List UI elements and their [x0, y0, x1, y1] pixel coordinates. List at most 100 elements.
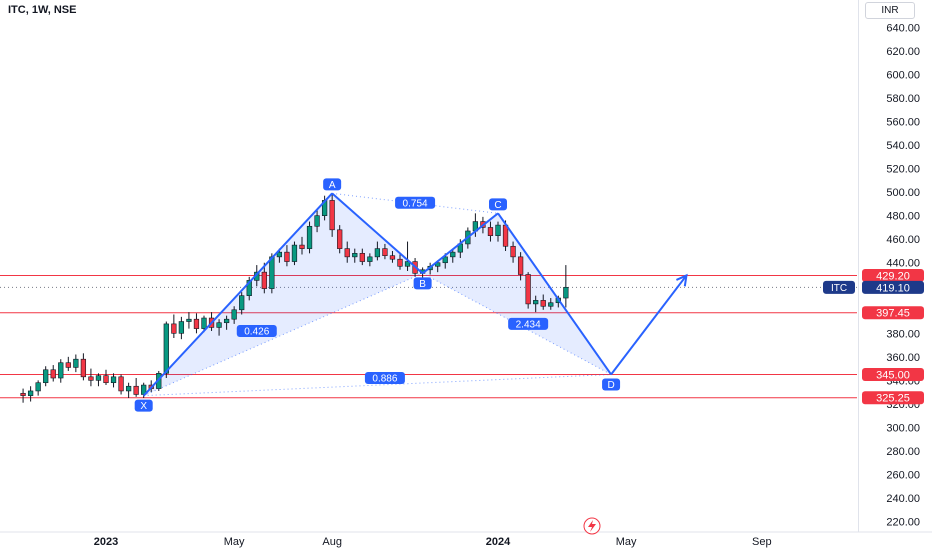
- candle-up: [223, 318, 230, 324]
- price-tick-label: 540.00: [886, 140, 920, 152]
- price-tick-label: 600.00: [886, 70, 920, 82]
- time-axis[interactable]: 2023 May Aug 2024 May Sep: [0, 531, 932, 548]
- candle: [239, 292, 245, 315]
- candle-down: [299, 244, 305, 249]
- candle-up: [533, 300, 539, 305]
- candle-up: [178, 321, 185, 334]
- candle-up: [27, 390, 34, 396]
- candle-up: [367, 256, 373, 262]
- pattern-leg-AB: [331, 192, 424, 275]
- candle-down: [193, 318, 200, 329]
- candle-down: [389, 255, 396, 260]
- candle: [178, 316, 185, 340]
- pattern-leg-CD: [497, 212, 612, 376]
- price-axis[interactable]: 220.00240.00260.00280.00300.00320.00340.…: [823, 0, 924, 532]
- pattern-point-A-text: A: [329, 180, 336, 191]
- candle-up: [442, 256, 448, 264]
- candle: [495, 221, 501, 242]
- candle-up: [495, 224, 501, 236]
- candle-down: [80, 358, 87, 378]
- price-tick-label: 620.00: [886, 46, 920, 58]
- candle: [171, 314, 177, 339]
- candle: [563, 265, 569, 308]
- candle-down: [510, 245, 516, 258]
- candle: [95, 373, 102, 387]
- price-tick-label: 260.00: [886, 469, 920, 481]
- price-tick-label: 360.00: [886, 352, 920, 364]
- hline-price-label: 397.45: [862, 306, 924, 320]
- pattern-point-D: D: [602, 378, 621, 391]
- candle: [20, 388, 26, 403]
- candle: [163, 321, 169, 379]
- harmonic-pattern[interactable]: X A B C D 0.754 0.426 2.434 0.886: [134, 178, 688, 412]
- series-name-label-bg: [823, 280, 855, 294]
- candle: [299, 236, 305, 255]
- candle: [510, 241, 516, 263]
- candle: [186, 312, 192, 329]
- candles: [20, 193, 569, 403]
- candle: [450, 248, 456, 263]
- series-name-label-text: ITC: [831, 283, 847, 294]
- pattern-point-C-text: C: [494, 200, 501, 211]
- candle: [404, 241, 411, 271]
- candle-up: [35, 382, 41, 392]
- lightning-icon-bolt: [588, 520, 596, 532]
- candle-down: [502, 224, 509, 247]
- candle-down: [284, 251, 290, 262]
- last-price-label-bg: [862, 280, 924, 294]
- candle: [35, 380, 41, 396]
- symbol-title: ITC, 1W, NSE: [8, 4, 77, 16]
- candle: [487, 221, 494, 242]
- ratio-label-text: 2.434: [516, 320, 541, 331]
- pattern-point-C: C: [489, 198, 507, 211]
- candle: [201, 315, 207, 333]
- hline-price-label: 345.00: [862, 367, 924, 381]
- candle-down: [118, 376, 124, 392]
- candle-down: [397, 258, 403, 267]
- candle: [58, 359, 64, 383]
- candle-up: [73, 358, 79, 368]
- price-tick-label: 440.00: [886, 258, 920, 270]
- pattern-point-B: B: [413, 277, 432, 290]
- ratio-label-text: 0.886: [372, 374, 397, 385]
- hline-price-label-text: 397.45: [876, 308, 910, 320]
- price-tick-label: 280.00: [886, 446, 920, 458]
- candle-up: [404, 261, 411, 267]
- candle: [291, 241, 298, 266]
- candle: [73, 354, 79, 373]
- candle-up: [352, 253, 358, 258]
- candle-up: [306, 225, 313, 249]
- candle: [352, 248, 358, 263]
- ratio-label-bg: [395, 196, 436, 209]
- candle: [133, 378, 139, 397]
- candle-up: [314, 215, 320, 227]
- time-tick-label: May: [224, 536, 245, 548]
- candle-down: [359, 253, 365, 262]
- time-tick-label: 2023: [94, 536, 118, 548]
- pattern-point-B-bg: [413, 277, 432, 290]
- currency-selector[interactable]: INR: [865, 2, 915, 19]
- bcd-triangle: [422, 213, 612, 375]
- candle-up: [163, 323, 169, 374]
- candle-up: [201, 317, 207, 329]
- candle-up: [374, 248, 381, 258]
- price-tick-label: 580.00: [886, 93, 920, 105]
- candle-up: [269, 256, 275, 289]
- candle-down: [337, 229, 343, 249]
- hline-price-label-bg: [862, 268, 924, 282]
- candle: [141, 382, 147, 398]
- time-tick-label: Aug: [322, 536, 342, 548]
- price-tick-label: 480.00: [886, 211, 920, 223]
- pattern-point-C-bg: [489, 198, 507, 211]
- candle: [103, 369, 109, 386]
- candle-down: [382, 248, 388, 256]
- candle: [533, 295, 539, 313]
- lightning-icon: [583, 517, 601, 535]
- candle: [118, 374, 124, 395]
- candle: [110, 373, 117, 388]
- candle: [246, 276, 252, 301]
- ratio-label-text: 0.754: [403, 198, 428, 209]
- price-tick-label: 300.00: [886, 422, 920, 434]
- candle-up: [239, 295, 245, 311]
